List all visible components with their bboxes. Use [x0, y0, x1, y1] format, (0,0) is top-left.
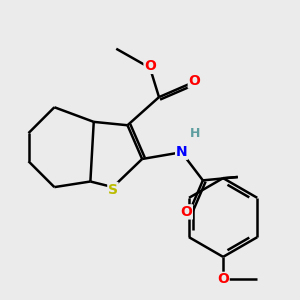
Text: O: O — [188, 74, 200, 88]
Text: O: O — [217, 272, 229, 286]
Text: N: N — [176, 145, 187, 159]
Text: O: O — [144, 59, 156, 74]
Text: H: H — [190, 127, 200, 140]
Text: S: S — [108, 182, 118, 197]
Text: O: O — [180, 205, 192, 219]
